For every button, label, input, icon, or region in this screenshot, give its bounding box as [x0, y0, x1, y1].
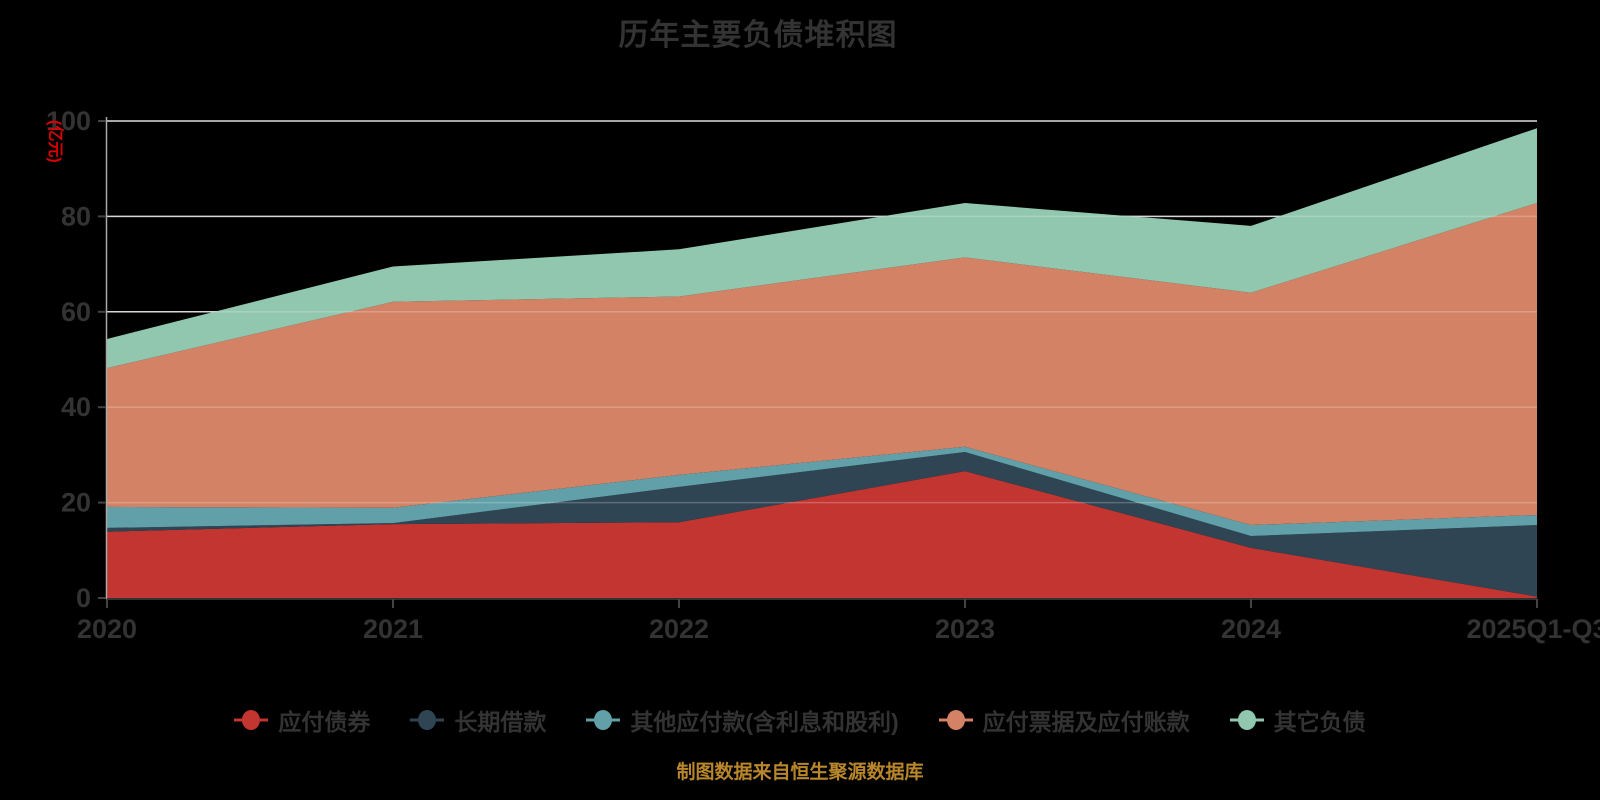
chart-footer: 制图数据来自恒生聚源数据库: [676, 762, 924, 783]
area-series-0: [107, 471, 1537, 598]
legend-item-1[interactable]: 长期借款: [410, 703, 546, 737]
legend-label: 长期借款: [454, 709, 547, 735]
grid-lines-overlay: [107, 120, 1537, 504]
legend: 应付债券 长期借款 其他应付款(含利息和股利) 应付票据及应付账款 其它负债: [0, 700, 1600, 740]
x-tick-label: 2022: [649, 614, 709, 644]
legend-item-0[interactable]: 应付债券: [234, 703, 370, 737]
axes: [98, 117, 1538, 608]
area-bands: [107, 128, 1537, 598]
legend-marker-icon: [586, 710, 621, 730]
x-tick-label: 2025Q1-Q3: [1466, 614, 1600, 644]
legend-marker-icon: [410, 710, 445, 730]
legend-label: 其他应付款(含利息和股利): [630, 709, 899, 735]
legend-item-4[interactable]: 其它负债: [1229, 703, 1366, 737]
y-tick-label: 40: [61, 392, 91, 422]
legend-label: 应付票据及应付账款: [982, 709, 1190, 735]
y-tick-label: 100: [46, 106, 91, 136]
x-tick-label: 2021: [363, 614, 423, 644]
x-tick-label: 2023: [935, 614, 995, 644]
axis-labels: 0 20 40 60 80 100 2020 2021 2022 2023 2024 2025Q1-Q…: [46, 106, 1600, 644]
legend-label: 其它负债: [1273, 709, 1366, 735]
legend-marker-icon: [938, 710, 973, 730]
legend-label: 应付债券: [278, 709, 371, 735]
x-tick-label: 2020: [77, 614, 137, 644]
y-tick-label: 0: [76, 583, 91, 613]
legend-marker-icon: [234, 710, 269, 730]
legend-item-2[interactable]: 其他应付款(含利息和股利): [586, 703, 899, 737]
legend-item-3[interactable]: 应付票据及应付账款: [938, 703, 1190, 737]
y-tick-label: 60: [61, 297, 91, 327]
area-series-2: [107, 446, 1537, 536]
x-tick-label: 2024: [1221, 614, 1281, 644]
y-tick-label: 80: [61, 201, 91, 231]
y-axis-name: (亿元): [46, 120, 65, 163]
y-tick-label: 20: [61, 488, 91, 518]
legend-marker-icon: [1229, 710, 1264, 730]
area-series-1: [107, 452, 1537, 597]
area-series-4: [107, 128, 1537, 369]
chart-title: 历年主要负债堆积图: [618, 19, 898, 52]
area-series-3: [107, 203, 1537, 525]
